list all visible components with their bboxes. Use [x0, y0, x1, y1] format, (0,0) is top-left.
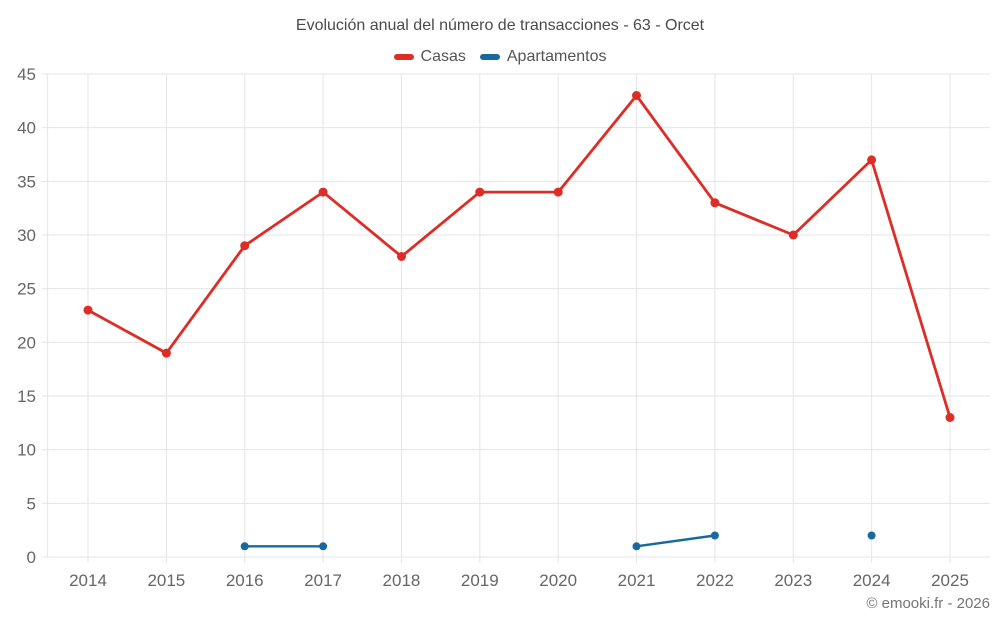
legend-label-casas: Casas	[420, 48, 466, 65]
x-axis-tick-label: 2015	[147, 571, 185, 590]
casas-legend-swatch-icon	[393, 54, 414, 60]
attribution-text: © emooki.fr - 2026	[866, 595, 990, 612]
data-point-apartamentos[interactable]	[710, 531, 719, 540]
y-axis-tick-label: 10	[17, 441, 36, 460]
x-axis-tick-label: 2021	[618, 571, 656, 590]
y-axis-tick-label: 40	[17, 119, 36, 138]
data-point-apartamentos[interactable]	[240, 542, 249, 551]
legend-item-casas[interactable]: Casas	[393, 48, 466, 66]
x-axis-tick-label: 2018	[383, 571, 421, 590]
data-point-casas[interactable]	[83, 305, 93, 315]
y-axis-tick-label: 45	[17, 65, 36, 84]
legend-label-apartamentos: Apartamentos	[506, 48, 607, 65]
data-point-casas[interactable]	[867, 155, 877, 165]
data-point-apartamentos[interactable]	[632, 542, 641, 551]
x-axis-tick-label: 2014	[69, 571, 107, 590]
x-axis-tick-label: 2023	[774, 571, 812, 590]
x-axis-tick-label: 2019	[461, 571, 499, 590]
data-point-casas[interactable]	[632, 91, 641, 100]
data-point-casas[interactable]	[318, 187, 328, 197]
apartamentos-legend-swatch-icon	[479, 54, 500, 60]
x-axis-tick-label: 2016	[226, 571, 264, 590]
data-point-casas[interactable]	[397, 252, 406, 261]
y-axis-tick-label: 5	[27, 494, 36, 513]
y-axis-tick-label: 0	[27, 548, 36, 567]
y-axis-tick-label: 30	[17, 226, 36, 245]
series-line-casas	[86, 94, 952, 419]
x-axis-tick-label: 2024	[853, 571, 891, 590]
data-point-apartamentos[interactable]	[319, 542, 328, 551]
y-axis-tick-label: 15	[17, 387, 36, 406]
data-point-casas[interactable]	[710, 198, 720, 208]
y-axis-tick-label: 20	[17, 333, 36, 352]
data-point-casas[interactable]	[240, 241, 250, 251]
legend: Casas Apartamentos	[0, 48, 1000, 66]
data-point-casas[interactable]	[161, 348, 171, 358]
y-axis-tick-label: 25	[17, 280, 36, 299]
y-axis-tick-label: 35	[17, 172, 36, 191]
data-point-casas[interactable]	[553, 187, 563, 197]
chart-title: Evolución anual del número de transaccio…	[295, 17, 705, 34]
data-point-casas[interactable]	[788, 230, 798, 240]
x-axis-tick-label: 2025	[931, 571, 969, 590]
x-axis-tick-label: 2017	[304, 571, 342, 590]
x-axis-tick-label: 2020	[539, 571, 577, 590]
x-axis-tick-label: 2022	[696, 571, 734, 590]
legend-item-apartamentos[interactable]: Apartamentos	[479, 48, 607, 66]
data-point-casas[interactable]	[945, 413, 955, 422]
data-point-casas[interactable]	[475, 187, 485, 197]
data-point-apartamentos[interactable]	[867, 531, 876, 540]
